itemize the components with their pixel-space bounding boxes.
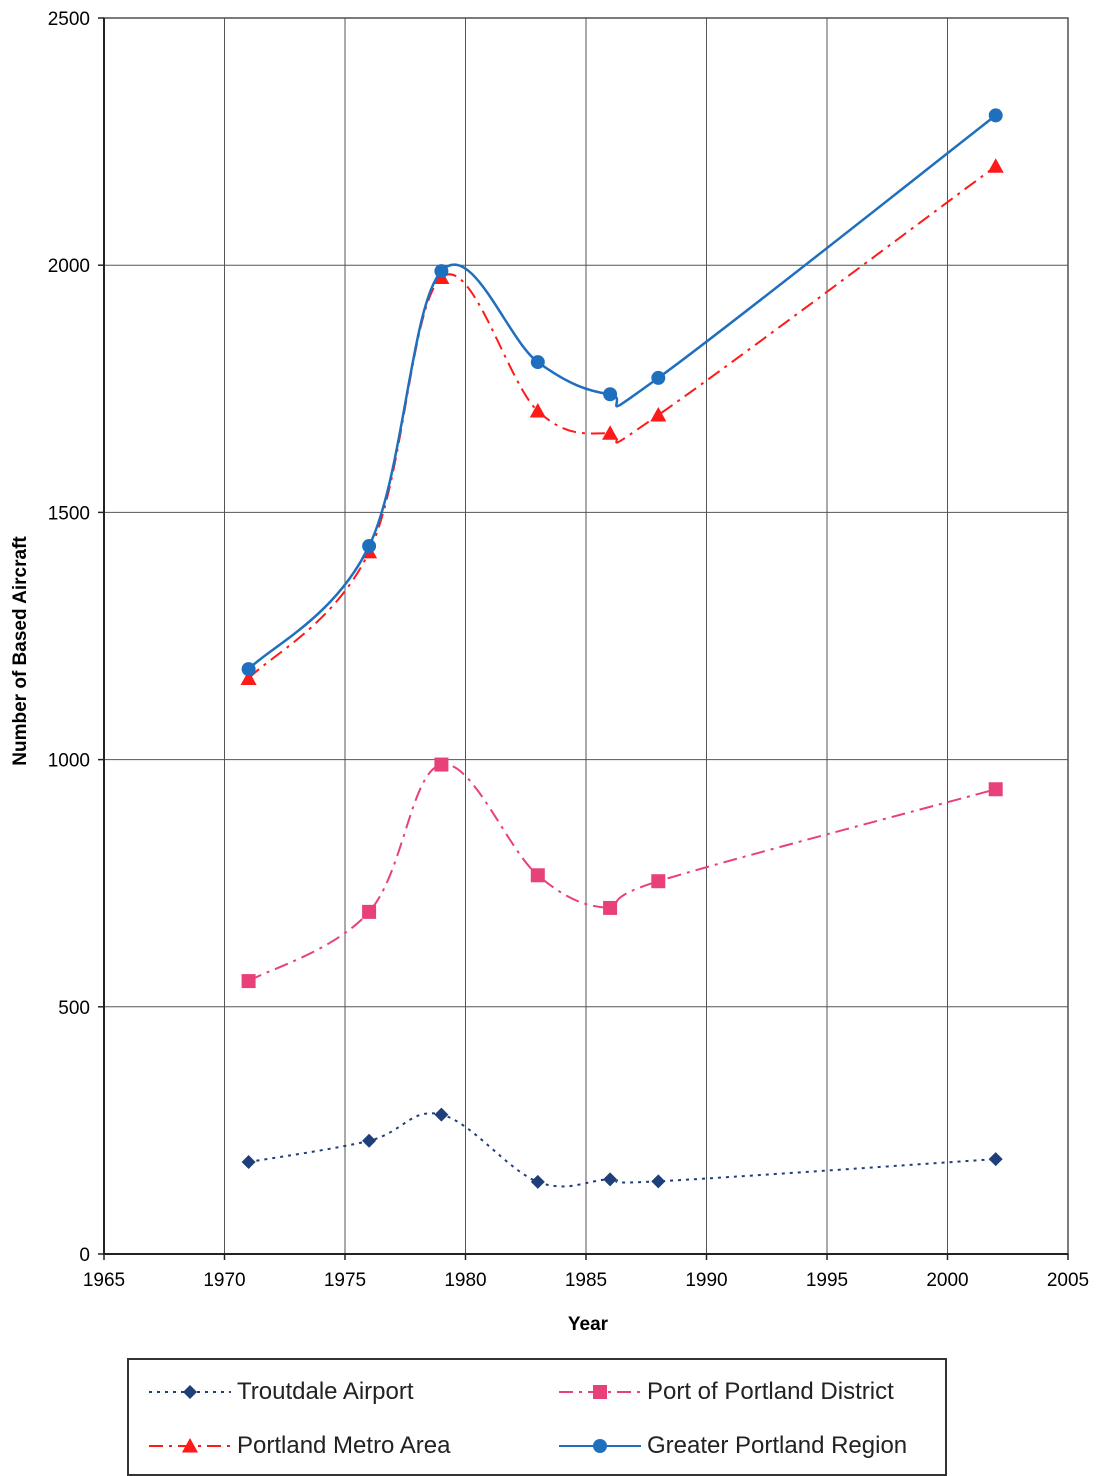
data-point (988, 1152, 1003, 1167)
data-point (987, 158, 1004, 173)
legend-marker (183, 1385, 197, 1399)
data-point (988, 782, 1003, 797)
y-axis-title: Number of Based Aircraft (10, 536, 31, 766)
legend: Troutdale Airport Port of Portland Distr… (127, 1358, 947, 1476)
data-point (603, 900, 618, 915)
y-tick-label: 500 (58, 998, 90, 1019)
legend-swatch-diamond (149, 1385, 231, 1399)
data-point (651, 874, 666, 889)
data-point (434, 264, 449, 279)
y-tick-label: 2000 (48, 256, 90, 277)
data-point (362, 539, 377, 554)
data-point (988, 108, 1003, 123)
legend-marker (593, 1439, 607, 1453)
x-tick-label: 1965 (83, 1270, 125, 1291)
x-tick-label: 1990 (685, 1270, 727, 1291)
legend-item-greater-region: Greater Portland Region (555, 1426, 907, 1466)
legend-swatch-circle (559, 1439, 641, 1453)
data-point (603, 1172, 618, 1187)
y-tick-label: 0 (79, 1245, 90, 1266)
y-tick-label: 1500 (48, 503, 90, 524)
data-point (362, 1133, 377, 1148)
legend-label: Portland Metro Area (237, 1432, 451, 1459)
data-point (241, 662, 256, 677)
x-tick-label: 1975 (324, 1270, 366, 1291)
x-tick-label: 2000 (926, 1270, 968, 1291)
data-point (651, 370, 666, 385)
x-axis-title: Year (568, 1314, 609, 1335)
legend-label: Greater Portland Region (647, 1432, 908, 1459)
x-tick-label: 1980 (444, 1270, 486, 1291)
data-point (241, 1155, 256, 1170)
data-point (241, 974, 256, 989)
data-point (603, 387, 618, 402)
legend-item-port-district: Port of Portland District (555, 1372, 894, 1412)
data-point (240, 670, 257, 685)
y-tick-label: 1000 (48, 751, 90, 772)
legend-marker (593, 1385, 607, 1399)
x-tick-label: 1985 (565, 1270, 607, 1291)
series-3 (241, 108, 1003, 677)
legend-marker (181, 1437, 199, 1453)
legend-swatch-square (559, 1385, 641, 1399)
legend-item-troutdale: Troutdale Airport (145, 1372, 414, 1412)
y-tick-label: 2500 (48, 9, 90, 30)
data-point (529, 402, 546, 418)
data-point (602, 425, 619, 440)
line-chart: 1965 1970 1975 1980 1985 1990 1995 2000 2005 0 500… (10, 9, 1089, 1335)
x-tick-label: 1970 (203, 1270, 245, 1291)
legend-label: Port of Portland District (647, 1378, 894, 1405)
series-1 (241, 757, 1003, 989)
data-point (530, 1174, 545, 1189)
data-point (651, 1174, 666, 1189)
data-point (434, 1107, 449, 1122)
data-point (530, 868, 545, 883)
data-point (650, 406, 667, 422)
series-0 (241, 1107, 1003, 1189)
data-point (434, 757, 449, 772)
legend-swatch-triangle (149, 1437, 231, 1453)
data-point (530, 355, 545, 370)
x-tick-label: 2005 (1047, 1270, 1089, 1291)
data-point (362, 904, 377, 919)
legend-label: Troutdale Airport (237, 1378, 414, 1405)
x-tick-label: 1995 (806, 1270, 848, 1291)
legend-item-metro-area: Portland Metro Area (145, 1426, 450, 1466)
